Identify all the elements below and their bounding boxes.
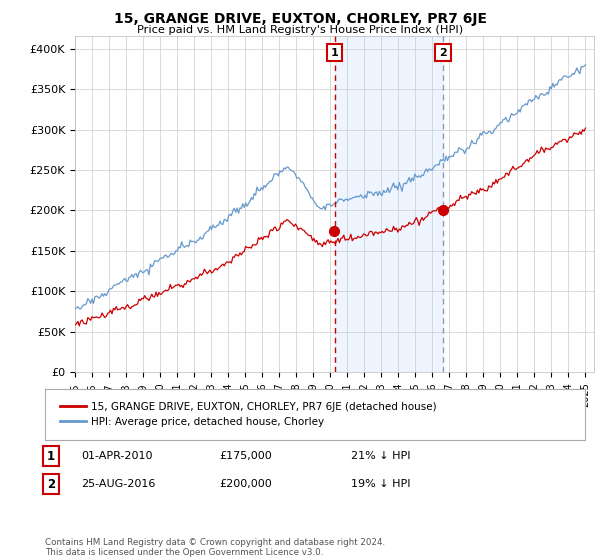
Text: 25-AUG-2016: 25-AUG-2016	[81, 479, 155, 489]
Text: 2: 2	[47, 478, 55, 491]
Text: 19% ↓ HPI: 19% ↓ HPI	[351, 479, 410, 489]
Text: 21% ↓ HPI: 21% ↓ HPI	[351, 451, 410, 461]
Text: 1: 1	[331, 48, 338, 58]
Legend: 15, GRANGE DRIVE, EUXTON, CHORLEY, PR7 6JE (detached house), HPI: Average price,: 15, GRANGE DRIVE, EUXTON, CHORLEY, PR7 6…	[56, 398, 441, 431]
Text: £175,000: £175,000	[219, 451, 272, 461]
Text: 2: 2	[439, 48, 447, 58]
Text: Price paid vs. HM Land Registry's House Price Index (HPI): Price paid vs. HM Land Registry's House …	[137, 25, 463, 35]
Text: 01-APR-2010: 01-APR-2010	[81, 451, 152, 461]
Text: £200,000: £200,000	[219, 479, 272, 489]
Text: Contains HM Land Registry data © Crown copyright and database right 2024.
This d: Contains HM Land Registry data © Crown c…	[45, 538, 385, 557]
Bar	[335, 36, 443, 372]
Text: 1: 1	[47, 450, 55, 463]
Text: 15, GRANGE DRIVE, EUXTON, CHORLEY, PR7 6JE: 15, GRANGE DRIVE, EUXTON, CHORLEY, PR7 6…	[113, 12, 487, 26]
